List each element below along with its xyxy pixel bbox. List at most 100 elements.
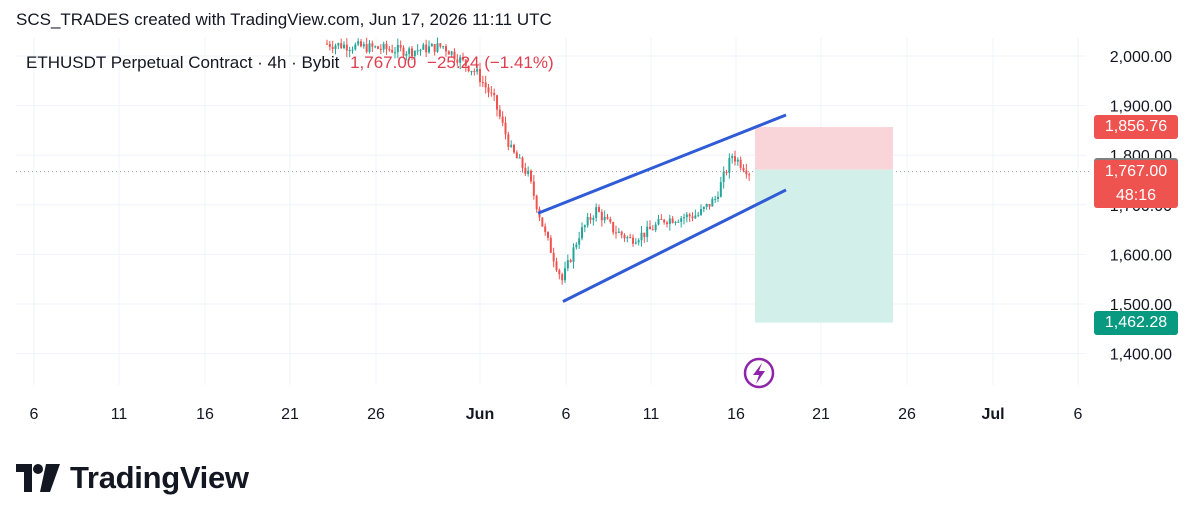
price-change: −25.24 (−1.41%) [427, 53, 554, 72]
candle-body [464, 59, 467, 66]
candle-body [396, 44, 399, 53]
candle-body [493, 92, 496, 96]
take-profit-zone [755, 169, 893, 323]
candle-body [411, 48, 413, 57]
candle-body [654, 224, 657, 231]
candle-body [572, 247, 575, 262]
candle-body [595, 207, 598, 218]
candle-body [668, 218, 671, 225]
candle-body [433, 44, 436, 52]
candle-body [377, 46, 379, 49]
candle-body [731, 156, 734, 159]
candle-body [583, 225, 586, 228]
candle-body [326, 43, 328, 45]
candle-body [566, 260, 569, 269]
candle-body [657, 218, 660, 225]
candle-body [436, 43, 439, 52]
time-tick-label: 11 [111, 406, 128, 423]
candle-body [515, 152, 518, 159]
candle-body [379, 48, 382, 50]
candle-body [487, 87, 490, 93]
price-tick-label: 1,500.00 [1110, 297, 1172, 314]
candle-body [476, 68, 479, 72]
candle-body [592, 217, 595, 220]
candle-body [609, 219, 612, 223]
candle-body [351, 49, 354, 51]
price-tick-label: 1,400.00 [1110, 347, 1172, 364]
candle-body [445, 46, 447, 52]
candle-body [405, 53, 408, 56]
time-tick-label: 6 [30, 406, 39, 423]
grid [16, 38, 1090, 385]
candle-body [544, 226, 547, 232]
candle-body [462, 57, 464, 60]
lightning-bolt [753, 363, 765, 384]
time-tick-label: 6 [562, 406, 571, 423]
candle-body [340, 43, 343, 48]
candle-body [651, 229, 654, 231]
symbol-legend[interactable]: ETHUSDT Perpetual Contract · 4h · Bybit … [26, 53, 554, 73]
candle-body [334, 45, 337, 49]
candle-body [722, 171, 725, 183]
candle-body [632, 237, 634, 244]
candle-body [623, 234, 626, 239]
candle-body [680, 218, 683, 222]
candle-body [549, 237, 552, 253]
candle-body [413, 50, 416, 57]
candle-body [739, 159, 742, 168]
candle-body [343, 44, 345, 48]
price-tick-label: 1,900.00 [1110, 99, 1172, 116]
candle-body [736, 159, 739, 162]
time-tick-label: 26 [367, 406, 385, 423]
candle-body [507, 134, 510, 147]
time-tick-label: Jul [981, 406, 1004, 423]
chart-canvas[interactable]: 2,000.001,900.001,800.001,700.001,600.00… [0, 0, 1200, 440]
candle-body [564, 268, 566, 281]
candle-body [629, 237, 632, 239]
candle-body [442, 46, 445, 48]
candle-body [399, 44, 402, 48]
candle-body [518, 157, 521, 159]
candle-body [328, 43, 331, 47]
candle-body [691, 216, 694, 219]
candle-body [385, 43, 388, 50]
price-tick-label: 2,000.00 [1110, 49, 1172, 66]
candle-body [708, 203, 711, 207]
candle-body [697, 214, 700, 216]
candle-body [479, 68, 481, 83]
candle-body [473, 70, 476, 72]
candle-body [683, 217, 685, 219]
chart-header: SCS_TRADES created with TradingView.com,… [16, 10, 552, 29]
price-tag-value: 1,767.00 [1104, 162, 1168, 180]
candle-body [447, 51, 450, 55]
candle-body [700, 209, 702, 215]
candle-body [575, 244, 578, 248]
candle-body [357, 41, 360, 45]
candle-body [578, 238, 581, 245]
candle-body [459, 57, 462, 63]
candle-body [484, 82, 487, 88]
bar-countdown: 48:16 [1115, 186, 1157, 204]
candle-body [742, 167, 745, 171]
candle-body [734, 156, 736, 162]
candle-body [558, 270, 561, 275]
candle-body [394, 52, 396, 54]
candle-body [702, 206, 705, 210]
candle-body [589, 217, 592, 220]
lightning-icon[interactable] [743, 357, 775, 389]
tradingview-logo[interactable]: TradingView [16, 458, 249, 498]
candle-body [521, 157, 524, 168]
candle-body [561, 274, 564, 281]
candle-body [360, 41, 362, 47]
candle-body [428, 46, 430, 53]
tradingview-logo-icon [16, 464, 60, 492]
candle-body [504, 122, 507, 135]
candle-body [337, 43, 340, 46]
channel-lower-line [562, 188, 787, 303]
candle-body [362, 44, 365, 47]
tradingview-brand: TradingView [70, 460, 249, 495]
candle-body [620, 231, 623, 235]
candle-body [402, 47, 405, 56]
candle-body [552, 252, 555, 262]
candle-body [422, 44, 425, 50]
